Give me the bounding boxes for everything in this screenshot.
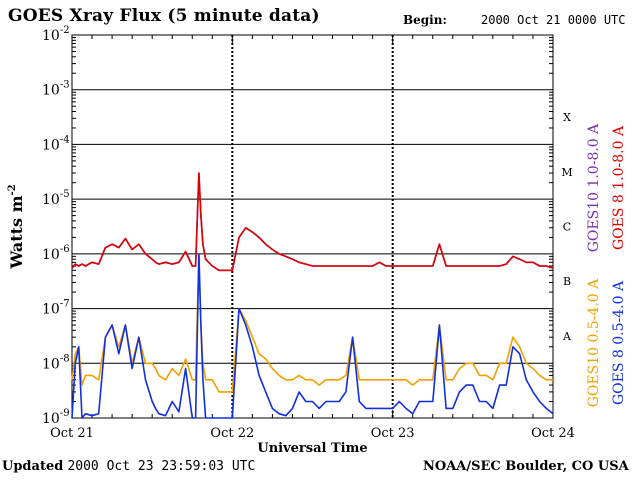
updated-value: 2000 Oct 23 23:59:03 UTC — [67, 459, 256, 474]
series-line — [71, 172, 554, 272]
legend-entry: GOES10 0.5-4.0 A — [586, 278, 602, 407]
flare-class-label: B — [563, 275, 571, 288]
y-axis-label: Watts m-2 — [7, 184, 26, 269]
legend-entry: GOES 8 1.0-8.0 A — [611, 125, 627, 250]
source-credit: NOAA/SEC Boulder, CO USA — [423, 459, 629, 474]
flare-class-label: M — [561, 166, 572, 179]
flare-class-label: C — [563, 221, 571, 234]
begin-value: 2000 Oct 21 0000 UTC — [481, 13, 626, 27]
x-tick-label: Oct 23 — [371, 426, 415, 441]
legend-entry: GOES 8 0.5-4.0 A — [611, 280, 627, 405]
y-tick-label: 10-6 — [42, 244, 70, 263]
y-tick-label: 10-9 — [42, 408, 70, 427]
y-tick-label: 10-2 — [42, 25, 70, 44]
x-axis-label: Universal Time — [257, 441, 367, 456]
x-tick-label: Oct 21 — [50, 426, 94, 441]
series-line — [71, 253, 553, 393]
x-tick-label: Oct 24 — [531, 426, 575, 441]
series-line — [71, 253, 554, 419]
flare-class-label: A — [562, 330, 572, 343]
begin-label: Begin: — [403, 13, 447, 27]
y-tick-label: 10-5 — [42, 189, 70, 208]
y-tick-label: 10-4 — [42, 134, 70, 153]
legend-entry: GOES10 1.0-8.0 A — [586, 123, 602, 252]
x-tick-label: Oct 22 — [210, 426, 254, 441]
y-tick-label: 10-7 — [42, 299, 70, 318]
updated-footer: Updated 2000 Oct 23 23:59:03 UTC — [2, 459, 255, 474]
y-tick-label: 10-8 — [42, 353, 70, 372]
flare-class-label: X — [563, 111, 571, 124]
updated-label: Updated — [2, 459, 64, 474]
series-line — [71, 172, 554, 272]
y-tick-label: 10-3 — [42, 80, 70, 99]
chart-title: GOES Xray Flux (5 minute data) — [8, 6, 320, 26]
